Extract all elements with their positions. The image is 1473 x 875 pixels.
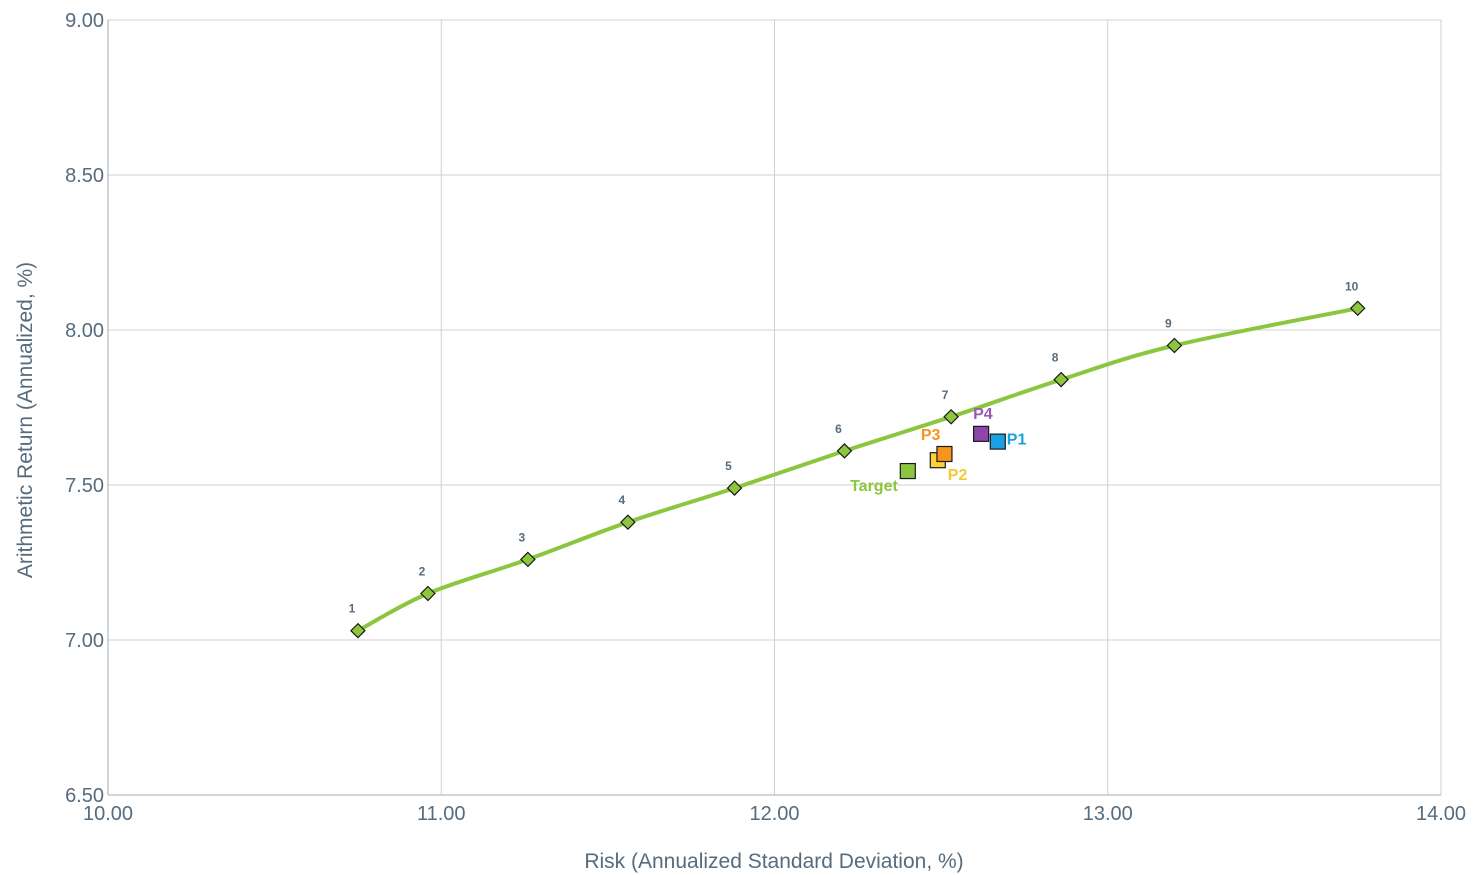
x-tick-label: 10.00 — [83, 803, 133, 825]
y-tick-label: 8.50 — [65, 165, 104, 187]
frontier-point — [726, 480, 743, 496]
frontier-point — [350, 622, 366, 639]
frontier-point — [943, 408, 959, 425]
portfolio-label-p4: P4 — [973, 406, 993, 423]
frontier-point-label: 3 — [519, 530, 526, 544]
frontier-point-label: 8 — [1052, 351, 1059, 365]
y-tick-label: 7.50 — [65, 475, 104, 497]
efficient-frontier: 1 2 3 4 5 6 7 8 9 10 — [349, 279, 1366, 639]
x-tick-label: 14.00 — [1416, 803, 1466, 825]
frontier-point — [420, 585, 436, 602]
frontier-point-label: 5 — [725, 459, 732, 473]
x-tick-label: 13.00 — [1083, 803, 1133, 825]
frontier-point-label: 10 — [1345, 279, 1359, 293]
frontier-point — [1166, 337, 1183, 354]
portfolio-label-p2: P2 — [948, 467, 968, 484]
y-tick-label: 8.00 — [65, 320, 104, 342]
portfolio-label-p3: P3 — [921, 427, 941, 444]
frontier-point-label: 9 — [1165, 317, 1172, 331]
frontier-point — [1053, 371, 1069, 388]
frontier-point — [836, 443, 853, 459]
y-tick-label: 6.50 — [65, 785, 104, 807]
axes: 10.00 11.00 12.00 13.00 14.00 6.50 7.00 7.50 8.0… — [65, 10, 1466, 825]
frontier-point-label: 6 — [835, 422, 842, 436]
y-tick-label: 7.00 — [65, 630, 104, 652]
portfolio-marker-p3 — [936, 445, 953, 463]
frontier-point-label: 1 — [349, 602, 356, 616]
grid — [107, 19, 1442, 796]
portfolio-label-target: Target — [850, 478, 898, 495]
frontier-line — [355, 306, 1360, 633]
y-axis-title: Arithmetic Return (Annualized, %) — [14, 262, 37, 578]
frontier-point-label: 7 — [942, 388, 949, 402]
frontier-point — [520, 551, 536, 568]
portfolios: Target P2 P3 P4 P1 — [850, 406, 1026, 495]
portfolio-marker-target — [899, 462, 916, 480]
x-axis-title: Risk (Annualized Standard Deviation, %) — [584, 850, 963, 873]
frontier-point — [1349, 300, 1366, 317]
y-tick-label: 9.00 — [65, 10, 104, 32]
x-tick-label: 12.00 — [749, 803, 799, 825]
portfolio-marker-p1 — [989, 433, 1006, 450]
frontier-point — [620, 514, 636, 531]
frontier-point-label: 2 — [419, 565, 426, 579]
x-tick-label: 11.00 — [417, 803, 466, 825]
portfolio-label-p1: P1 — [1007, 432, 1027, 449]
portfolio-marker-p4 — [973, 425, 990, 442]
frontier-point-label: 4 — [619, 493, 626, 507]
